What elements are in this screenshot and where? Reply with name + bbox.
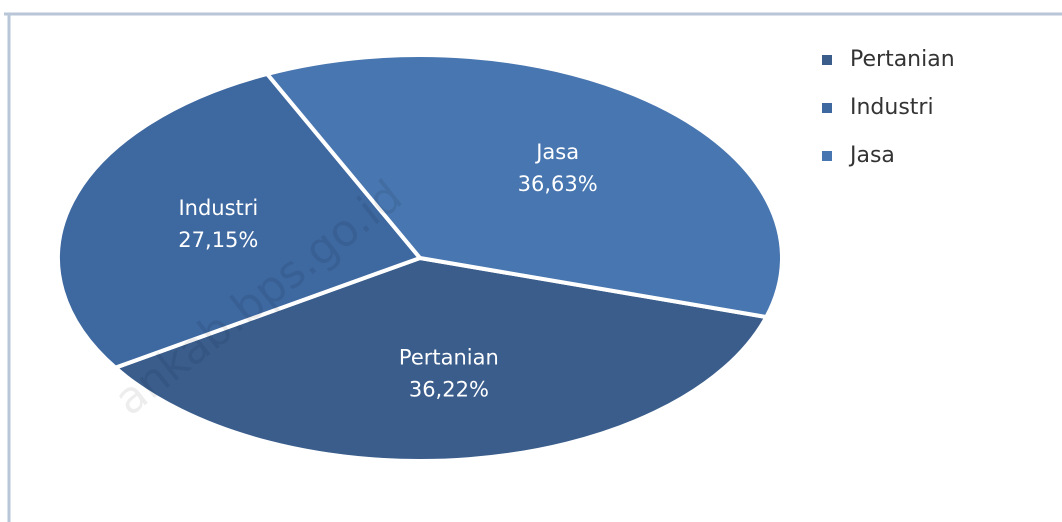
- legend-label: Industri: [850, 95, 934, 120]
- slice-category: Pertanian: [399, 346, 499, 370]
- legend-label: Jasa: [848, 143, 895, 168]
- legend-label: Pertanian: [850, 47, 955, 72]
- legend-swatch: [822, 103, 832, 113]
- slice-category: Industri: [178, 196, 258, 220]
- slice-category: Jasa: [534, 140, 579, 164]
- slice: [56, 71, 422, 370]
- slice: [265, 52, 784, 320]
- slice-labels: Pertanian 36,22% Industri 27,15% Jasa 36,63%: [178, 140, 597, 402]
- slice-value-label: 27,15%: [178, 228, 258, 252]
- legend: Pertanian Industri Jasa: [822, 47, 955, 168]
- slice-value-label: 36,22%: [409, 378, 489, 402]
- legend-swatch: [822, 151, 832, 161]
- pie: [56, 52, 784, 463]
- slice: [113, 256, 769, 463]
- legend-swatch: [822, 55, 832, 65]
- slice-value-label: 36,63%: [518, 172, 598, 196]
